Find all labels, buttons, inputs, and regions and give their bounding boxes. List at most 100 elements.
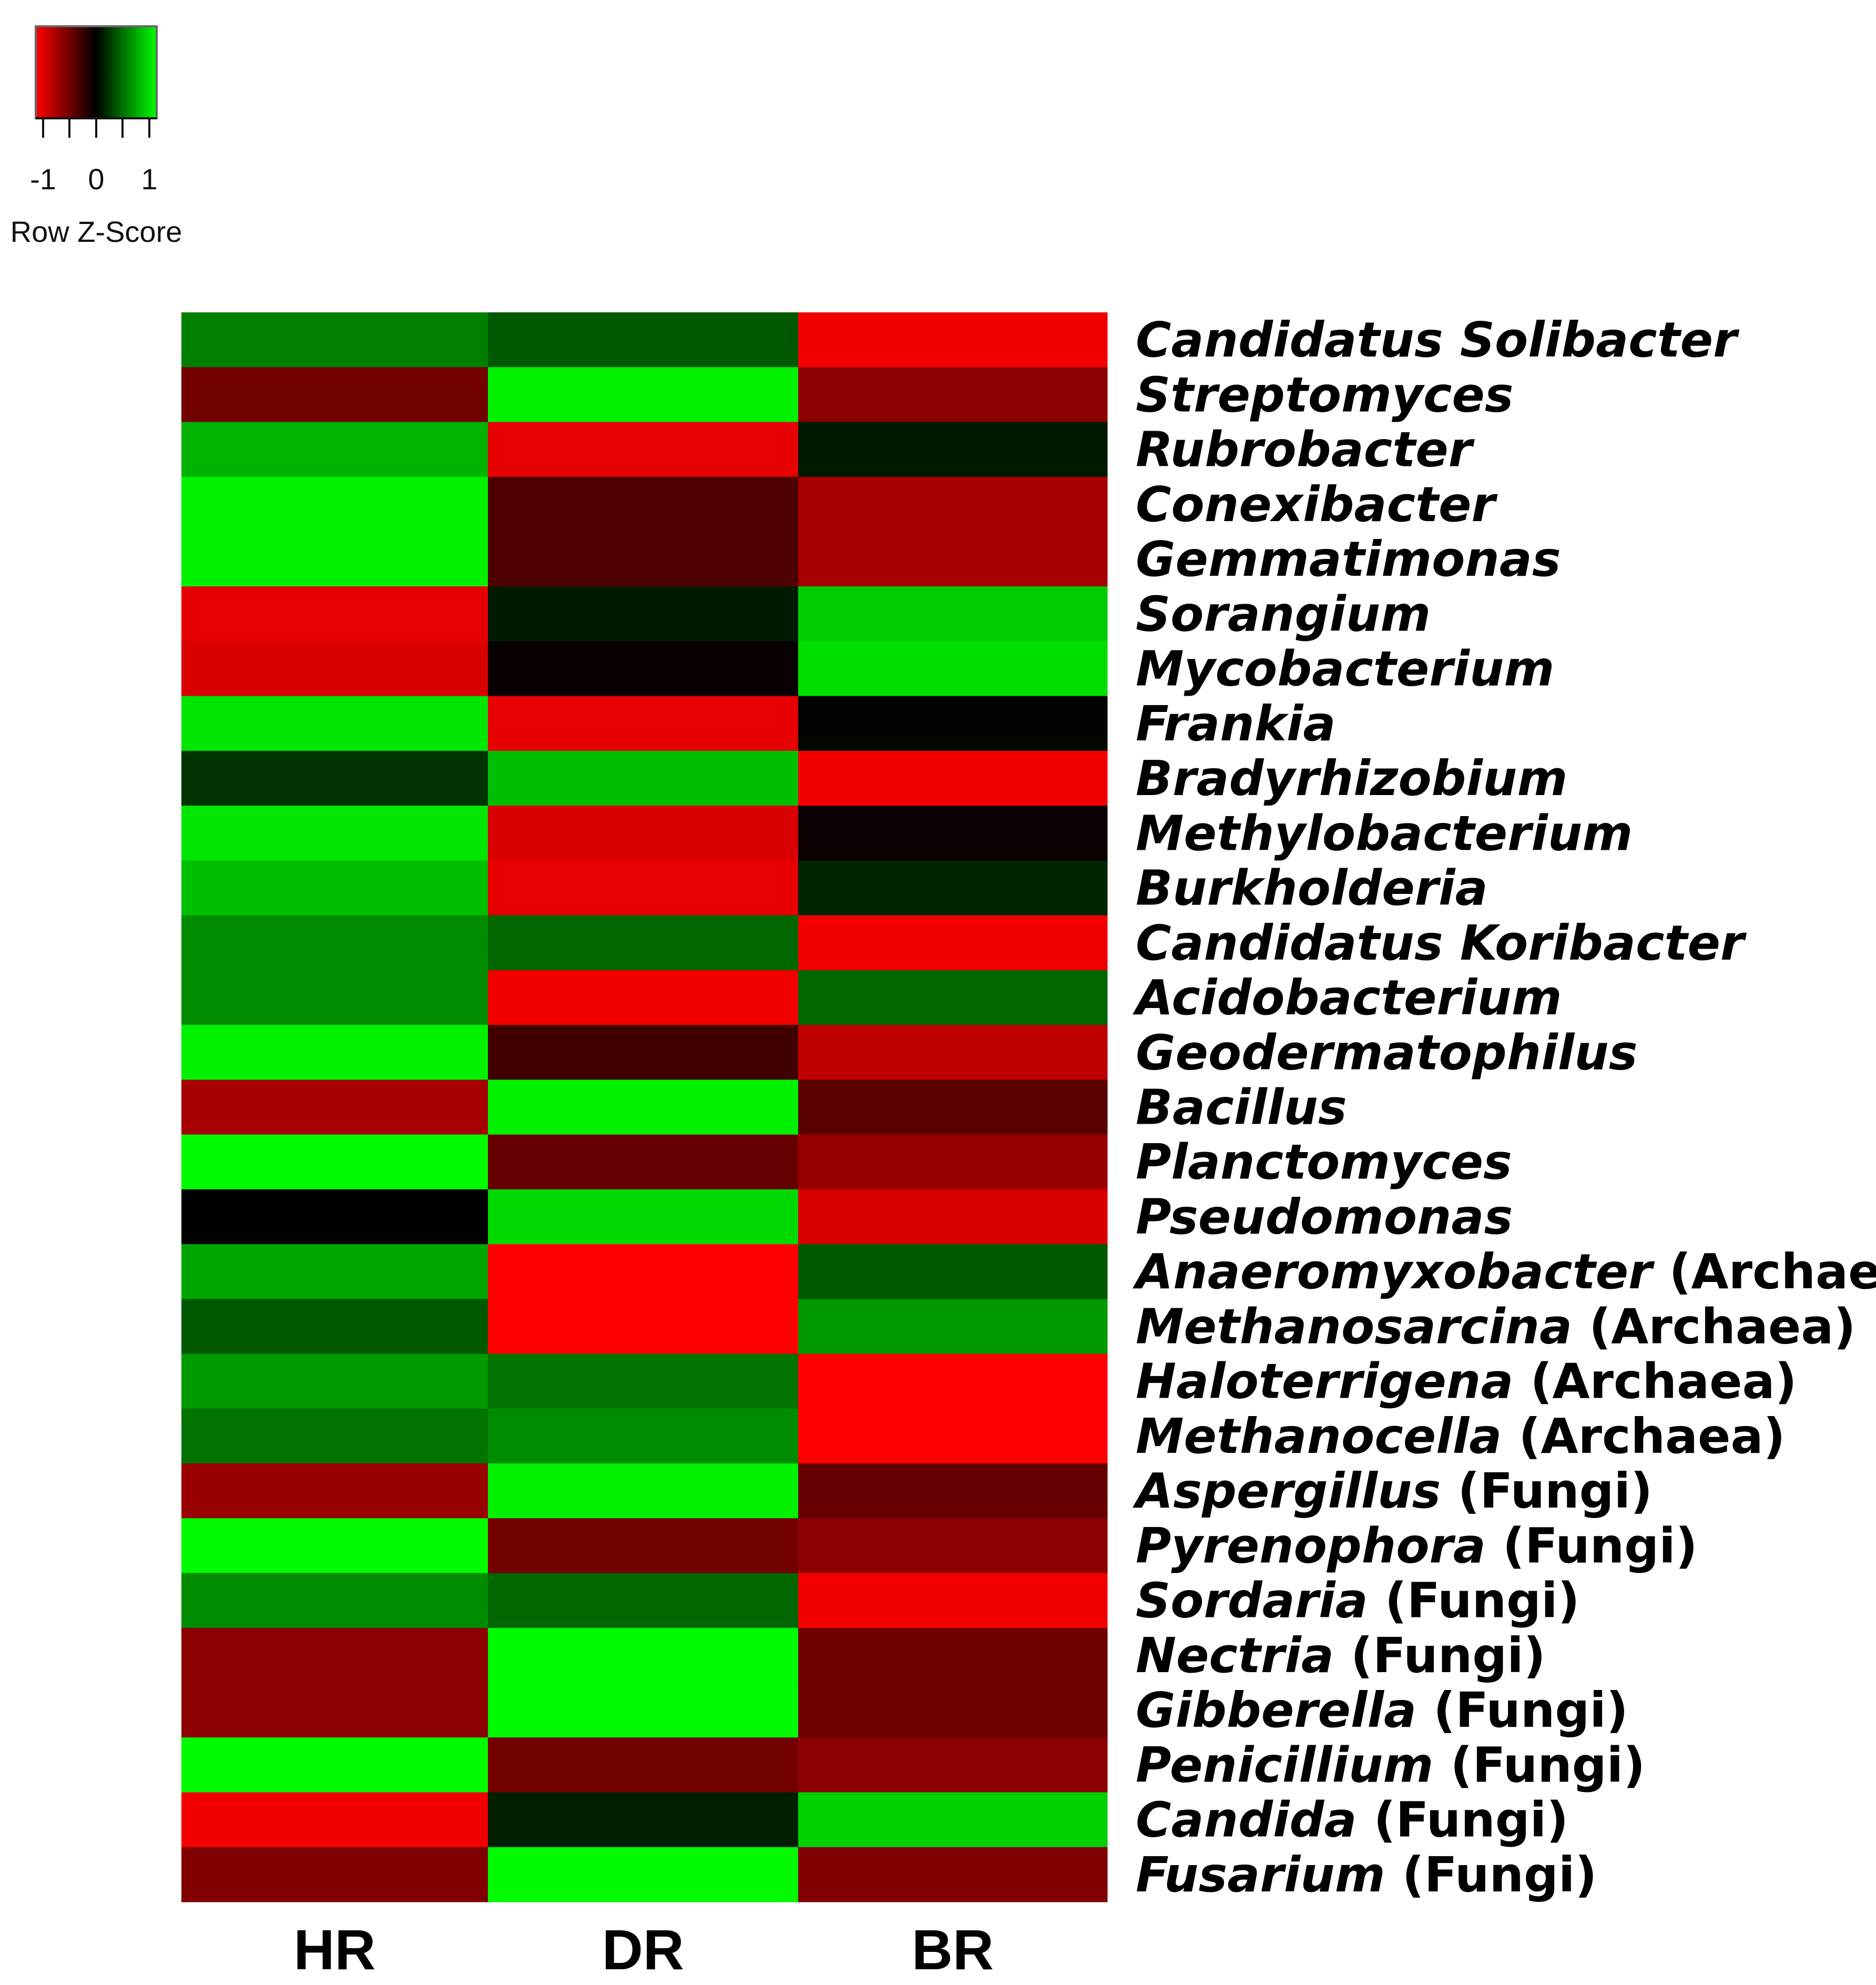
row-label: Candida (Fungi) (1136, 1791, 1568, 1848)
row-labels: Candidatus SolibacterStreptomycesRubroba… (1133, 312, 1876, 1903)
row-label: Conexibacter (1136, 476, 1498, 532)
row-label-group: (Fungi) (1416, 1682, 1628, 1738)
row-label-genus: Candidatus Koribacter (1136, 914, 1747, 971)
row-label: Pseudomonas (1136, 1188, 1513, 1245)
heatmap-cell (798, 422, 1108, 477)
heatmap-cell (798, 1244, 1108, 1299)
heatmap-cell (181, 1683, 488, 1738)
row-label: Sorangium (1136, 586, 1431, 642)
heatmap-cell (488, 1134, 799, 1190)
heatmap-cell (488, 586, 799, 642)
row-label-group: (Archaea) (1513, 1353, 1797, 1409)
column-label: BR (912, 1918, 994, 1981)
heatmap-cell (181, 1408, 488, 1464)
row-label: Aspergillus (Fungi) (1133, 1463, 1653, 1519)
row-label: Haloterrigena (Archaea) (1136, 1353, 1797, 1409)
row-label-group: (Archaea) (1502, 1408, 1785, 1464)
heatmap-cell (181, 1299, 488, 1355)
color-key-gradient (35, 25, 158, 119)
row-label-genus: Acidobacterium (1133, 970, 1562, 1026)
heatmap-cell (798, 1627, 1108, 1683)
heatmap-cell (181, 641, 488, 697)
row-label-genus: Candida (1136, 1791, 1357, 1848)
heatmap-cell (798, 586, 1108, 642)
row-label-group: (Fungi) (1368, 1572, 1580, 1628)
heatmap-cell (798, 1683, 1108, 1738)
heatmap-cell (488, 1683, 799, 1738)
row-label: Anaeromyxobacter (Archaea) (1133, 1244, 1876, 1300)
row-label-genus: Pseudomonas (1136, 1188, 1513, 1245)
heatmap-cell (488, 1025, 799, 1080)
heatmap-cell (488, 367, 799, 422)
row-label: Geodermatophilus (1136, 1024, 1638, 1081)
row-label: Mycobacterium (1136, 640, 1554, 697)
heatmap-cell (181, 422, 488, 477)
heatmap-cell (488, 1463, 799, 1519)
row-label-genus: Sorangium (1136, 586, 1431, 642)
heatmap-cell (488, 860, 799, 916)
heatmap-cell (488, 1299, 799, 1355)
row-label-genus: Streptomyces (1136, 367, 1514, 423)
row-label: Fusarium (Fungi) (1136, 1846, 1597, 1902)
row-label-genus: Haloterrigena (1136, 1353, 1513, 1409)
row-label-genus: Methanosarcina (1136, 1298, 1572, 1355)
heatmap-cell (488, 422, 799, 477)
row-label-group: (Fungi) (1433, 1737, 1645, 1793)
heatmap-cell (488, 312, 799, 368)
row-label: Candidatus Solibacter (1136, 312, 1740, 368)
heatmap-cell (181, 806, 488, 861)
color-key-tick-label-high: 1 (141, 162, 157, 196)
heatmap-cell (181, 915, 488, 971)
heatmap-cell (488, 1189, 799, 1245)
row-label: Pyrenophora (Fungi) (1136, 1518, 1698, 1574)
color-key-tick-label-low: -1 (30, 162, 56, 196)
heatmap-cell (798, 915, 1108, 971)
row-label: Candidatus Koribacter (1136, 914, 1747, 971)
heatmap-cell (798, 531, 1108, 587)
heatmap-cell (181, 367, 488, 422)
row-label: Methanocella (Archaea) (1136, 1408, 1786, 1464)
row-label-genus: Mycobacterium (1136, 640, 1554, 697)
heatmap-cell (488, 1408, 799, 1464)
heatmap-cell (488, 531, 799, 587)
row-label-genus: Aspergillus (1133, 1463, 1441, 1519)
heatmap-cell (488, 1847, 799, 1902)
heatmap-cell (798, 1573, 1108, 1628)
heatmap-cell (798, 1408, 1108, 1464)
row-label: Penicillium (Fungi) (1136, 1737, 1645, 1793)
row-label-genus: Conexibacter (1136, 476, 1498, 532)
row-label-group: (Archaea) (1572, 1298, 1855, 1355)
column-labels: HR DR BR (294, 1918, 994, 1981)
row-label: Gemmatimonas (1136, 531, 1561, 587)
heatmap-cell (488, 1627, 799, 1683)
heatmap-cell (488, 641, 799, 697)
heatmap-cell (181, 586, 488, 642)
heatmap-cell (181, 1025, 488, 1080)
heatmap-cell (181, 1463, 488, 1519)
heatmap-cell (181, 1627, 488, 1683)
heatmap-cell (798, 1080, 1108, 1135)
row-label-group: (Fungi) (1486, 1518, 1698, 1574)
heatmap-cell (488, 915, 799, 971)
column-label: HR (294, 1918, 376, 1981)
row-label-genus: Penicillium (1136, 1737, 1433, 1793)
row-label-genus: Sordaria (1136, 1572, 1368, 1628)
heatmap-cell (181, 312, 488, 368)
row-label: Gibberella (Fungi) (1136, 1682, 1628, 1738)
heatmap-cell (798, 750, 1108, 806)
color-key-legend: -1 0 1 Row Z-Score (11, 25, 182, 248)
heatmap-cell (798, 1189, 1108, 1245)
row-label-genus: Methanocella (1136, 1408, 1502, 1464)
heatmap-cell (488, 1573, 799, 1628)
heatmap-cell (488, 476, 799, 532)
heatmap-cell (181, 1792, 488, 1848)
row-label: Acidobacterium (1133, 970, 1562, 1026)
heatmap-cell (181, 1847, 488, 1902)
row-label: Bradyrhizobium (1136, 750, 1567, 807)
heatmap-cell (798, 1134, 1108, 1190)
heatmap-cell (488, 806, 799, 861)
row-label-genus: Geodermatophilus (1136, 1024, 1638, 1081)
heatmap-cell (488, 1244, 799, 1299)
heatmap-cell (488, 750, 799, 806)
